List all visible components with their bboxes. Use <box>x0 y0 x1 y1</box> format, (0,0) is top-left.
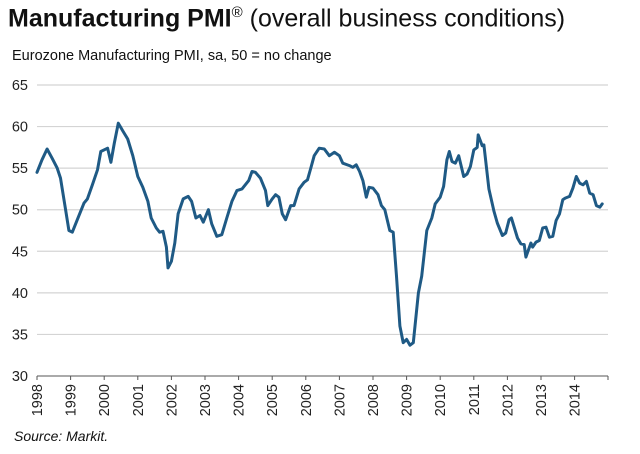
chart-subtitle: Eurozone Manufacturing PMI, sa, 50 = no … <box>12 48 332 64</box>
x-tick-label: 2002 <box>164 384 180 416</box>
x-tick-label: 2011 <box>467 384 483 415</box>
x-tick-label: 2014 <box>568 384 584 416</box>
x-tick-label: 2003 <box>198 384 214 416</box>
x-tick-label: 2000 <box>97 384 113 416</box>
x-tick-label: 2013 <box>534 384 550 416</box>
y-tick-label: 60 <box>12 120 28 136</box>
x-tick-label: 2001 <box>131 384 147 416</box>
x-tick-label: 2007 <box>332 384 348 416</box>
x-tick-label: 1998 <box>30 384 46 416</box>
x-tick-label: 1999 <box>64 384 80 416</box>
x-tick-label: 2004 <box>232 384 248 416</box>
x-tick-label: 2006 <box>299 384 315 416</box>
chart-source: Source: Markit. <box>14 428 109 444</box>
registered-mark: ® <box>231 4 243 21</box>
x-tick-label: 2005 <box>265 384 281 416</box>
y-tick-label: 40 <box>12 286 28 302</box>
pmi-series-line <box>35 121 604 347</box>
y-tick-label: 50 <box>12 203 28 219</box>
chart-title: Manufacturing PMI® (overall business con… <box>8 4 565 33</box>
y-tick-label: 55 <box>12 161 28 177</box>
x-tick-label: 2009 <box>400 384 416 416</box>
y-tick-label: 35 <box>12 327 28 343</box>
x-tick-label: 2012 <box>500 384 516 416</box>
x-tick-label: 2008 <box>366 384 382 416</box>
y-tick-label: 30 <box>12 369 28 385</box>
y-tick-label: 65 <box>12 78 28 94</box>
chart-title-bold: Manufacturing PMI <box>8 4 232 33</box>
chart-title-rest: (overall business conditions) <box>242 4 566 33</box>
y-tick-label: 45 <box>12 244 28 260</box>
x-tick-label: 2010 <box>433 384 449 416</box>
